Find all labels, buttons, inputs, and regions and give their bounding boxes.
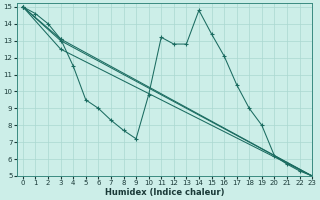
X-axis label: Humidex (Indice chaleur): Humidex (Indice chaleur)	[105, 188, 224, 197]
